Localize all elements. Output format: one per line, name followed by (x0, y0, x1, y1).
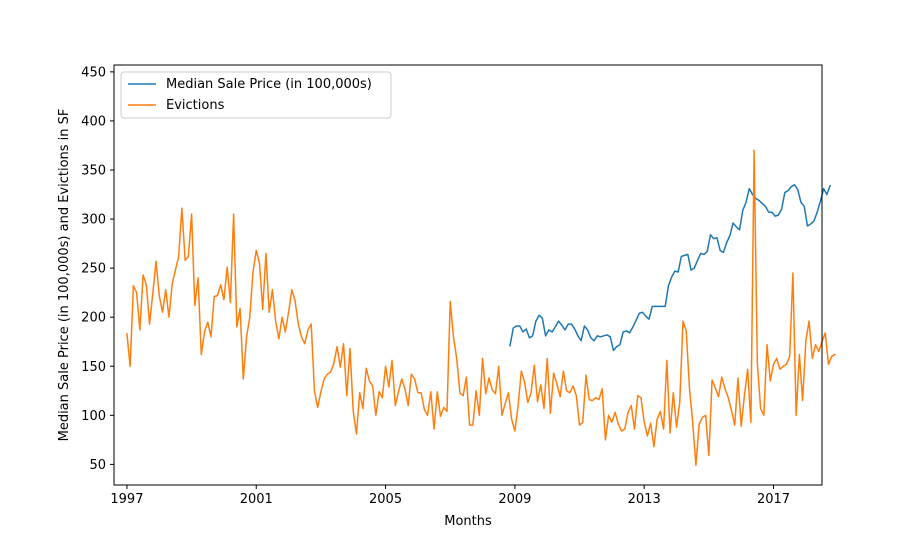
x-axis: 1997 2001 2005 2009 2013 2017 (110, 485, 790, 507)
legend-box (120, 71, 392, 119)
x-tick-label: 2013 (628, 492, 661, 507)
y-tick-label: 100 (81, 409, 106, 424)
y-axis: 50 100 150 200 250 300 350 400 450 (81, 65, 114, 473)
x-axis-label: Months (444, 514, 492, 529)
legend-label-median-sale-price: Median Sale Price (in 100,000s) (166, 77, 372, 92)
legend: Median Sale Price (in 100,000s) Eviction… (120, 71, 392, 119)
x-tick-label: 1997 (110, 492, 143, 507)
x-tick-label: 2005 (369, 492, 402, 507)
series-layer (126, 149, 836, 467)
y-axis-label: Median Sale Price (in 100,000s) and Evic… (57, 109, 72, 442)
y-tick-label: 150 (81, 360, 106, 375)
y-tick-label: 450 (81, 65, 106, 80)
y-tick-label: 300 (81, 213, 106, 228)
y-tick-label: 50 (89, 458, 106, 473)
y-tick-label: 200 (81, 311, 106, 326)
x-tick-label: 2001 (240, 492, 273, 507)
series-line-median-sale-price-in-100-000s (509, 183, 832, 352)
y-tick-label: 400 (81, 114, 106, 129)
series-line-evictions (126, 149, 836, 467)
y-tick-label: 250 (81, 262, 106, 277)
plot-frame (113, 64, 823, 486)
x-tick-label: 2009 (498, 492, 531, 507)
legend-label-evictions: Evictions (166, 98, 225, 113)
y-tick-label: 350 (81, 164, 106, 179)
x-tick-label: 2017 (757, 492, 790, 507)
